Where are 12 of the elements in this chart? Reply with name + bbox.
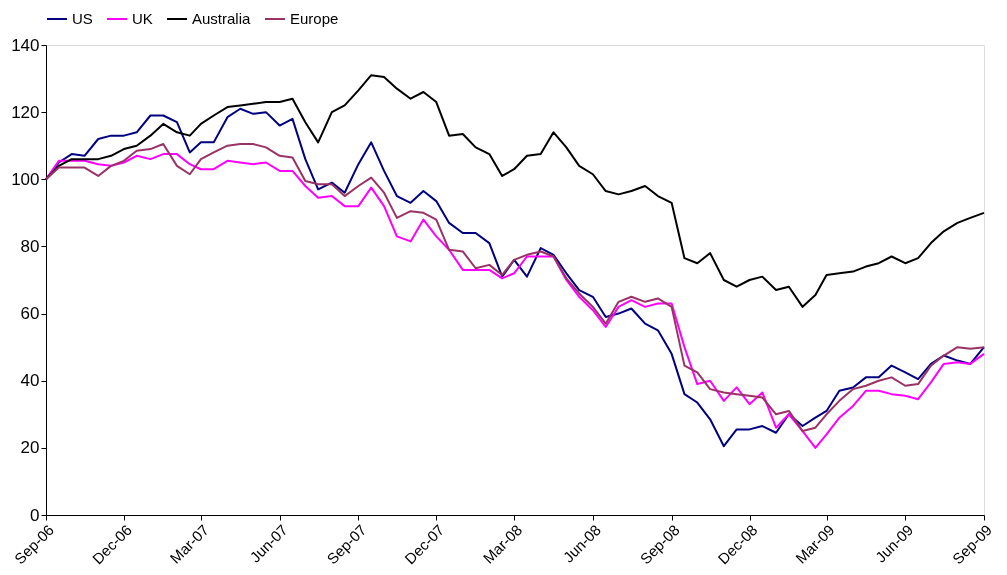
legend-label: Australia	[192, 10, 252, 27]
y-tick-label: 40	[20, 371, 40, 391]
legend-label: UK	[132, 10, 153, 27]
y-tick-label: 120	[11, 102, 40, 122]
y-tick-label: 60	[20, 304, 40, 324]
y-tick-label: 20	[20, 438, 40, 458]
y-tick-label: 0	[30, 505, 40, 525]
legend-label: US	[72, 10, 93, 27]
y-tick-label: 80	[20, 236, 40, 256]
y-tick-label: 100	[11, 169, 40, 189]
legend-label: Europe	[290, 10, 339, 27]
y-tick-label: 140	[11, 35, 40, 55]
